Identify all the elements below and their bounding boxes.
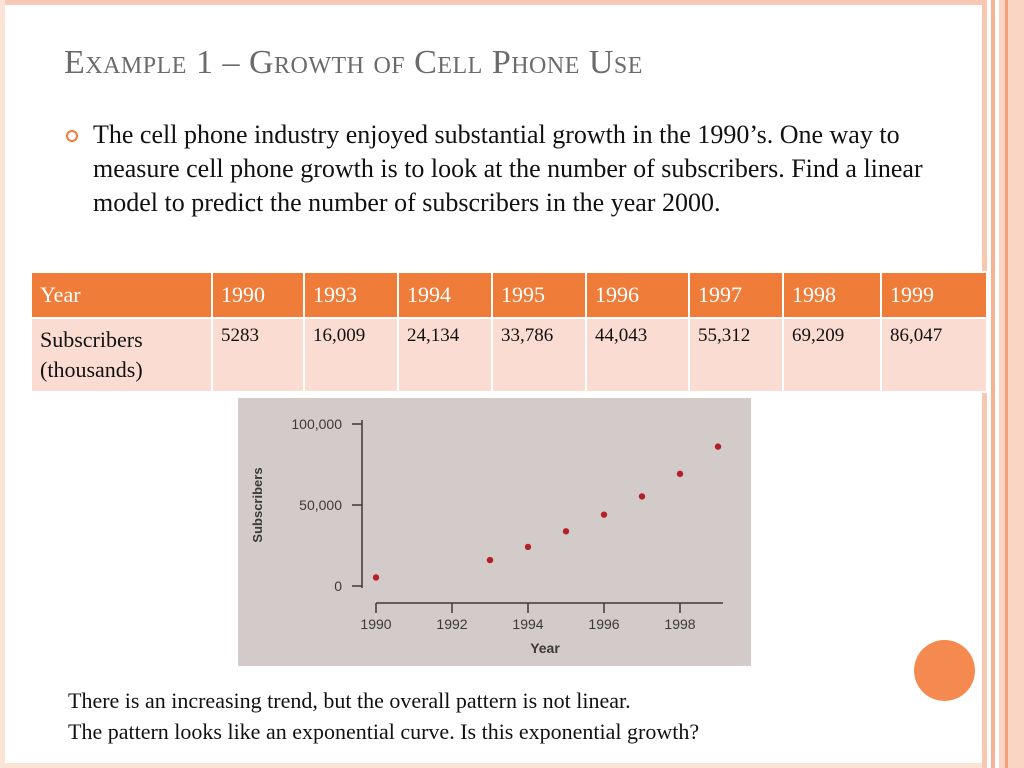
frame-top-border (0, 0, 1024, 5)
subscriber-cell: 86,047 (880, 317, 988, 393)
x-tick-label: 1996 (588, 616, 619, 632)
scatter-plot: 0 50,000 100,000 1990 1992 1994 1996 1998 Year Su… (250, 416, 723, 656)
scatter-plot-photo: 0 50,000 100,000 1990 1992 1994 1996 1998 Year Su… (238, 398, 751, 666)
stripe (999, 0, 1024, 768)
data-table: Year 1990 1993 1994 1995 1996 1997 1998 … (30, 271, 988, 393)
footer-text: There is an increasing trend, but the ov… (68, 685, 699, 747)
subscriber-cell: 33,786 (491, 317, 587, 393)
bullet-text: The cell phone industry enjoyed substant… (93, 120, 923, 217)
bullet-item: The cell phone industry enjoyed substant… (66, 118, 936, 220)
y-tick-label: 50,000 (299, 497, 342, 513)
decorative-circle (914, 640, 975, 701)
data-point (486, 556, 494, 564)
table-row-header-year: Year (30, 271, 213, 319)
data-point (562, 528, 570, 535)
subscriber-cell: 69,209 (782, 317, 882, 393)
data-point (372, 574, 380, 581)
year-cell: 1997 (688, 271, 784, 319)
x-tick-label: 1990 (360, 616, 391, 632)
year-cell: 1990 (211, 271, 305, 319)
x-axis-label: Year (530, 640, 560, 656)
x-tick-label: 1994 (512, 616, 543, 632)
footer-line: There is an increasing trend, but the ov… (68, 688, 631, 713)
y-tick-label: 100,000 (291, 416, 342, 432)
year-cell: 1999 (880, 271, 988, 319)
row-header-line: (thousands) (40, 357, 143, 382)
subscriber-cell: 44,043 (585, 317, 690, 393)
x-tick-label: 1992 (436, 616, 467, 632)
data-point (638, 493, 646, 500)
year-cell: 1996 (585, 271, 690, 319)
subscriber-cell: 55,312 (688, 317, 784, 393)
subscriber-cell: 24,134 (397, 317, 493, 393)
table-row: Subscribers (thousands) 5283 16,009 24,1… (30, 317, 988, 393)
stripe (1005, 0, 1008, 768)
subscriber-cell: 16,009 (303, 317, 399, 393)
y-tick-label: 0 (334, 578, 342, 594)
slide-title: Example 1 – Growth of Cell Phone Use (64, 44, 643, 81)
row-header-line: Subscribers (40, 327, 143, 352)
stripe (991, 0, 995, 768)
year-cell: 1995 (491, 271, 587, 319)
footer-line: The pattern looks like an exponential cu… (68, 719, 700, 744)
data-point (524, 543, 532, 551)
frame-bottom-border (0, 763, 1024, 768)
bullet-ring-icon (66, 130, 78, 142)
data-point (600, 511, 608, 518)
year-cell: 1998 (782, 271, 882, 319)
table-header-row: Year 1990 1993 1994 1995 1996 1997 1998 … (30, 271, 988, 319)
y-axis-label: Subscribers (250, 467, 265, 542)
x-tick-label: 1998 (664, 616, 695, 632)
subscriber-cell: 5283 (211, 317, 305, 393)
table-row-header-subscribers: Subscribers (thousands) (30, 317, 213, 393)
data-point (676, 470, 684, 478)
year-cell: 1994 (397, 271, 493, 319)
frame-left-border (0, 0, 5, 768)
year-cell: 1993 (303, 271, 399, 319)
decorative-stripes (982, 0, 1024, 768)
data-point (714, 443, 722, 450)
